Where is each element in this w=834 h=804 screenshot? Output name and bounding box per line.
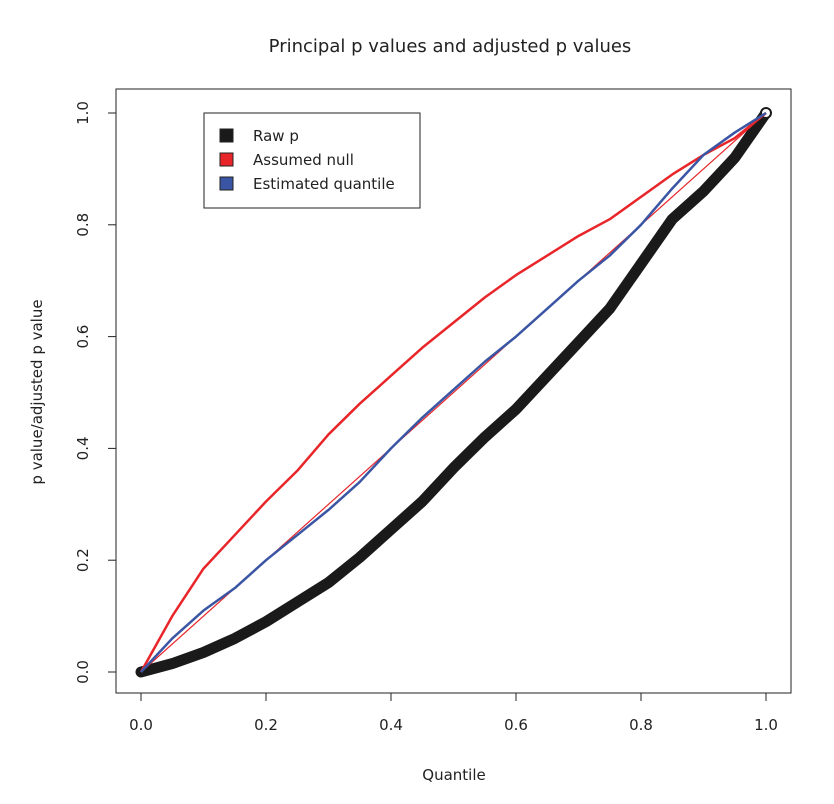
y-axis-title: p value/adjusted p value	[28, 299, 46, 484]
y-tick-label: 0.2	[74, 548, 92, 572]
legend-swatch	[219, 176, 234, 191]
legend-label: Assumed null	[253, 151, 354, 169]
x-tick-label: 0.8	[629, 716, 653, 734]
chart-title: Principal p values and adjusted p values	[269, 36, 632, 57]
legend-swatch	[219, 152, 234, 167]
y-tick-label: 0.8	[74, 213, 92, 237]
legend-swatch	[219, 128, 234, 143]
x-axis: 0.0 0.2 0.4 0.6 0.8 1.0	[129, 692, 778, 734]
x-axis-title: Quantile	[422, 766, 485, 784]
series-line-2	[140, 111, 767, 673]
x-tick-label: 0.2	[254, 716, 278, 734]
y-tick-label: 0.4	[74, 436, 92, 460]
legend-label: Raw p	[253, 127, 299, 145]
y-tick-label: 0.6	[74, 325, 92, 349]
x-tick-label: 0.6	[504, 716, 528, 734]
x-tick-label: 0.0	[129, 716, 153, 734]
legend-box	[203, 112, 421, 209]
legend-items: Raw p Assumed null Estimated quantile	[219, 127, 395, 193]
series-line-0	[135, 107, 772, 678]
x-tick-label: 0.4	[379, 716, 403, 734]
y-tick-label: 1.0	[74, 101, 92, 125]
x-tick-label: 1.0	[754, 716, 778, 734]
y-axis: 0.0 0.2 0.4 0.6 0.8 1.0	[74, 101, 117, 684]
series-line-1	[139, 112, 767, 673]
y-tick-label: 0.0	[74, 660, 92, 684]
legend-label: Estimated quantile	[253, 175, 395, 193]
legend: Raw p Assumed null Estimated quantile	[203, 112, 421, 209]
series-layer	[135, 107, 772, 678]
